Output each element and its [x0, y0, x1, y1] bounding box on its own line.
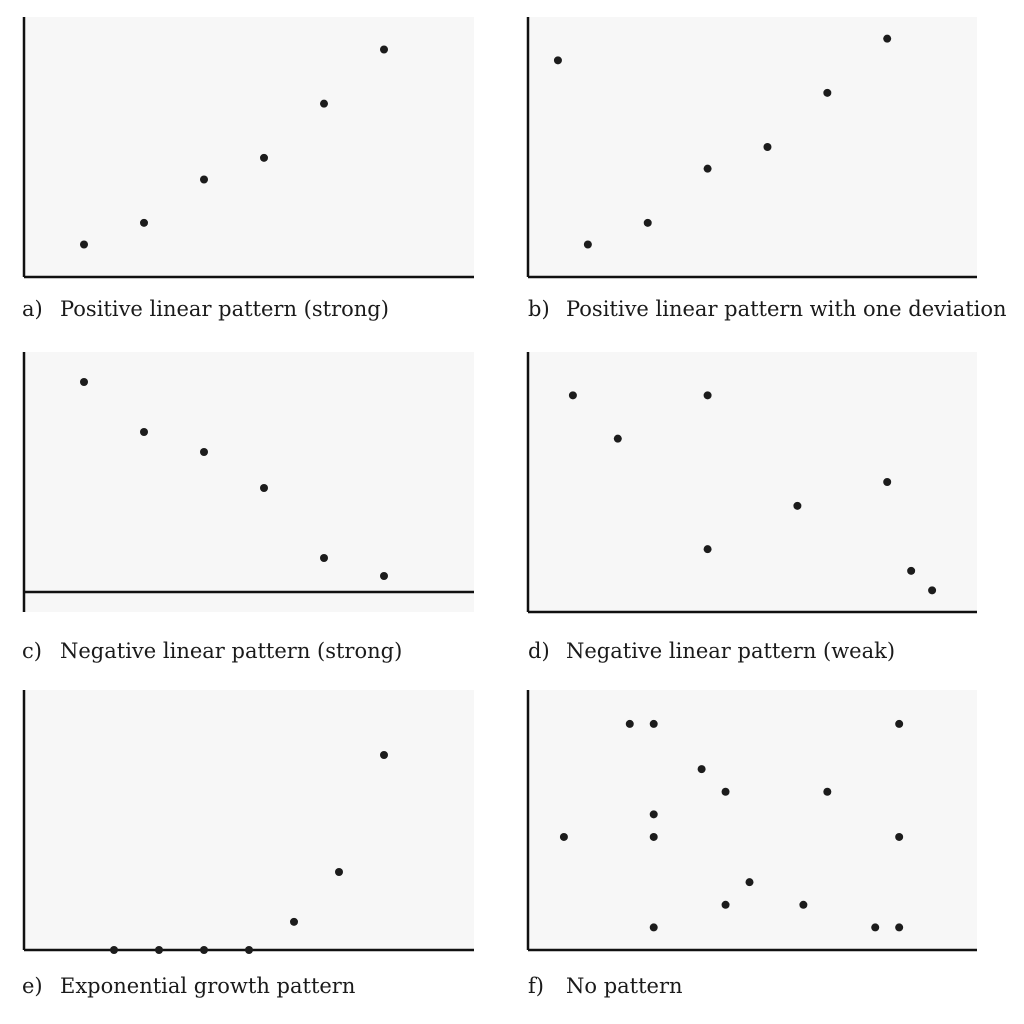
data-point [907, 566, 916, 575]
plot-d [526, 352, 977, 614]
caption-a: a) Positive linear pattern (strong) [22, 296, 389, 322]
plot-b [526, 17, 977, 279]
caption-d: d) Negative linear pattern (weak) [528, 638, 895, 664]
data-point [649, 923, 658, 932]
data-point [703, 545, 712, 554]
data-point [380, 45, 388, 54]
plot-c [22, 352, 474, 612]
data-point [155, 946, 163, 954]
caption-c: c) Negative linear pattern (strong) [22, 638, 402, 664]
data-point [200, 175, 208, 184]
data-point [643, 218, 652, 227]
caption-text: Negative linear pattern (weak) [566, 639, 896, 663]
data-point [703, 164, 712, 173]
data-point [380, 572, 388, 580]
caption-b: b) Positive linear pattern with one devia… [528, 296, 1007, 322]
plot-background [528, 352, 977, 612]
data-point [721, 900, 730, 909]
plot-background [528, 690, 977, 950]
caption-text: Positive linear pattern with one deviati… [566, 297, 1007, 321]
caption-text: Positive linear pattern (strong) [60, 297, 389, 321]
data-point [649, 810, 658, 819]
data-point [745, 878, 754, 887]
caption-letter: e) [22, 974, 43, 998]
data-point [200, 946, 208, 954]
caption-e: e) Exponential growth pattern [22, 973, 355, 999]
caption-text: Negative linear pattern (strong) [60, 639, 403, 663]
data-point [245, 946, 253, 954]
data-point [721, 787, 730, 796]
data-point [568, 391, 577, 400]
data-point [140, 218, 148, 227]
data-point [895, 832, 904, 841]
data-point [625, 719, 634, 728]
data-point [320, 554, 328, 562]
data-point [823, 787, 832, 796]
caption-f: f) No pattern [528, 973, 683, 999]
data-point [320, 99, 328, 108]
data-point [649, 832, 658, 841]
data-point [140, 428, 148, 436]
data-point [895, 923, 904, 932]
data-point [290, 917, 298, 926]
data-point [110, 946, 118, 954]
plot-e [22, 690, 474, 954]
plot-background [24, 17, 474, 277]
data-point [553, 56, 562, 65]
caption-letter: c) [22, 639, 42, 663]
plot-background [528, 17, 977, 277]
caption-text: No pattern [566, 974, 683, 998]
data-point [823, 88, 832, 97]
data-point [200, 448, 208, 456]
data-point [380, 751, 388, 759]
data-point [895, 719, 904, 728]
data-point [697, 765, 706, 774]
plot-a [22, 17, 474, 279]
caption-letter: d) [528, 639, 550, 663]
data-point [799, 900, 808, 909]
caption-letter: b) [528, 297, 550, 321]
plot-background [24, 352, 474, 612]
caption-letter: f) [528, 974, 544, 998]
data-point [649, 719, 658, 728]
data-point [80, 378, 88, 386]
data-point [613, 434, 622, 443]
data-point [559, 832, 568, 841]
data-point [335, 868, 343, 876]
data-point [793, 501, 802, 510]
data-point [260, 153, 268, 162]
data-point [260, 484, 268, 492]
data-point [928, 586, 937, 595]
data-point [871, 923, 880, 932]
plot-background [24, 690, 474, 950]
plot-f [526, 690, 977, 952]
data-point [763, 143, 772, 151]
data-point [703, 391, 712, 400]
data-point [80, 240, 88, 249]
data-point [883, 478, 892, 486]
data-point [583, 240, 592, 249]
data-point [883, 34, 892, 43]
caption-letter: a) [22, 297, 43, 321]
caption-text: Exponential growth pattern [60, 974, 356, 998]
